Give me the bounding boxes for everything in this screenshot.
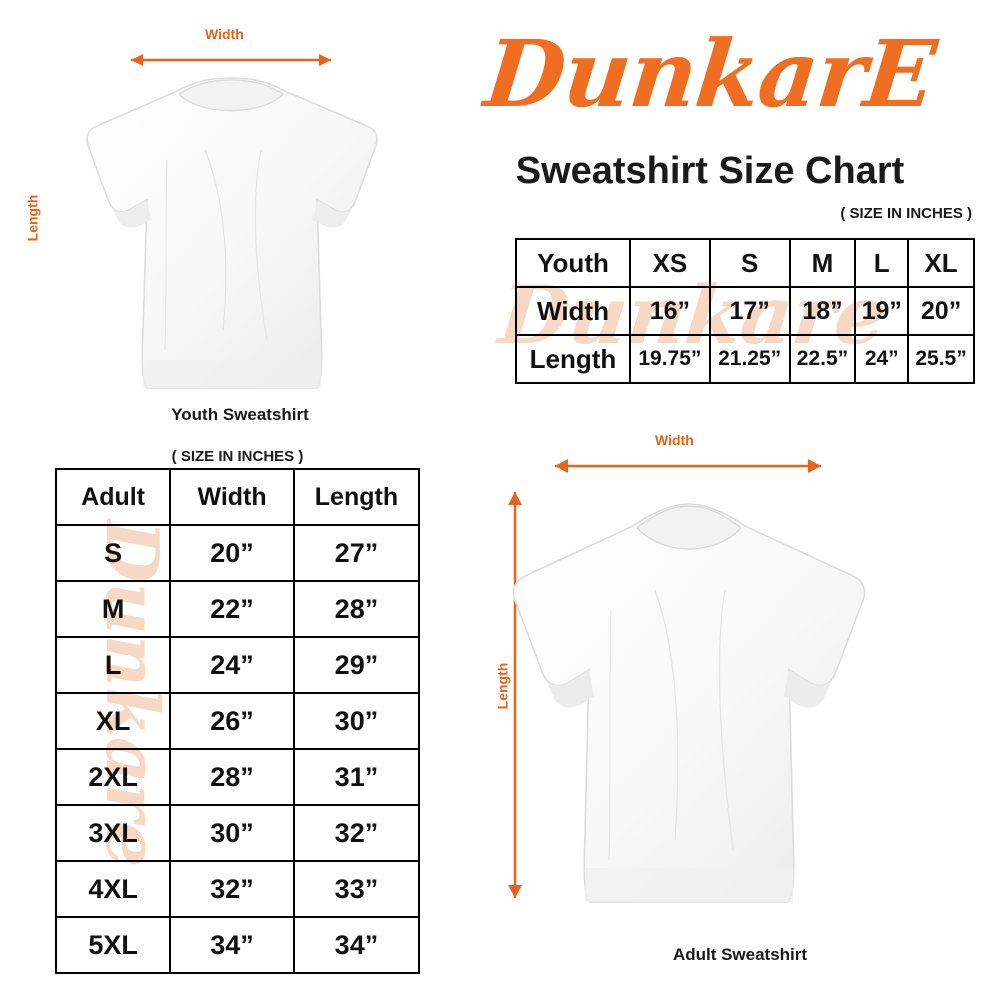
youth-width-s: 17” — [708, 286, 791, 336]
adult-length-s: 27” — [292, 524, 421, 582]
youth-size-table: Youth XS S M L XL Width 16” 17” 18” 19” … — [515, 238, 975, 384]
youth-size-s: S — [708, 238, 791, 288]
adult-size-2xl: 2XL — [54, 748, 172, 806]
youth-sweatshirt-illustration: Width Length — [24, 26, 415, 430]
adult-sweatshirt-illustration: Width Length — [494, 430, 975, 940]
adult-width-5xl: 34” — [169, 916, 295, 974]
adult-size-m: M — [54, 580, 172, 638]
table-row: Adult Width Length — [54, 468, 421, 526]
adult-length-xl: 30” — [292, 692, 421, 750]
adult-width-xl: 26” — [169, 692, 295, 750]
youth-length-l: 24” — [854, 334, 910, 384]
page-title: Sweatshirt Size Chart — [515, 150, 905, 192]
brand-logo: DunkarE — [430, 20, 990, 143]
table-row: 4XL 32” 33” — [54, 860, 421, 918]
adult-length-4xl: 33” — [292, 860, 421, 918]
youth-width-xl: 20” — [907, 286, 975, 336]
youth-length-xl: 25.5” — [907, 334, 975, 384]
adult-size-s: S — [54, 524, 172, 582]
adult-width-m: 22” — [169, 580, 295, 638]
adult-width-l: 24” — [169, 636, 295, 694]
adult-col-length: Length — [292, 468, 421, 526]
adult-width-2xl: 28” — [169, 748, 295, 806]
youth-row-header: Youth — [515, 238, 631, 288]
adult-width-4xl: 32” — [169, 860, 295, 918]
table-row: L 24” 29” — [54, 636, 421, 694]
adult-length-m: 28” — [292, 580, 421, 638]
table-row: Youth XS S M L XL — [515, 238, 975, 288]
adult-size-xl: XL — [54, 692, 172, 750]
table-row: 3XL 30” 32” — [54, 804, 421, 862]
adult-size-5xl: 5XL — [54, 916, 172, 974]
table-row: M 22” 28” — [54, 580, 421, 638]
brand-name: DunkarE — [480, 20, 940, 128]
adult-units-note: ( SIZE IN INCHES ) — [171, 448, 304, 465]
youth-size-xl: XL — [907, 238, 975, 288]
adult-col-width: Width — [169, 468, 295, 526]
table-row: Length 19.75” 21.25” 22.5” 24” 25.5” — [515, 334, 975, 384]
youth-width-l: 19” — [854, 286, 910, 336]
adult-length-5xl: 34” — [292, 916, 421, 974]
youth-sweatshirt-label: Youth Sweatshirt — [171, 405, 309, 424]
youth-length-arrow-label: Length — [24, 194, 41, 242]
adult-length-arrow-label: Length — [494, 662, 511, 710]
adult-width-3xl: 30” — [169, 804, 295, 862]
youth-width-arrow-label: Width — [205, 26, 244, 42]
adult-size-4xl: 4XL — [54, 860, 172, 918]
adult-col-size: Adult — [54, 468, 172, 526]
adult-width-arrow-label: Width — [655, 432, 694, 448]
adult-length-2xl: 31” — [292, 748, 421, 806]
table-row: S 20” 27” — [54, 524, 421, 582]
adult-size-table: Adult Width Length S 20” 27” M 22” 28” L… — [54, 468, 421, 974]
adult-size-l: L — [54, 636, 172, 694]
youth-length-m: 22.5” — [788, 334, 857, 384]
youth-size-xs: XS — [629, 238, 711, 288]
youth-size-m: M — [788, 238, 857, 288]
table-row: XL 26” 30” — [54, 692, 421, 750]
adult-width-s: 20” — [169, 524, 295, 582]
youth-length-s: 21.25” — [708, 334, 791, 384]
table-row: 5XL 34” 34” — [54, 916, 421, 974]
adult-length-l: 29” — [292, 636, 421, 694]
youth-length-xs: 19.75” — [629, 334, 711, 384]
adult-length-3xl: 32” — [292, 804, 421, 862]
youth-size-l: L — [854, 238, 910, 288]
youth-width-xs: 16” — [629, 286, 711, 336]
adult-size-3xl: 3XL — [54, 804, 172, 862]
adult-sweatshirt-label: Adult Sweatshirt — [672, 945, 808, 964]
youth-width-m: 18” — [788, 286, 857, 336]
youth-length-header: Length — [515, 334, 631, 384]
youth-units-note: ( SIZE IN INCHES ) — [840, 205, 972, 222]
table-row: 2XL 28” 31” — [54, 748, 421, 806]
table-row: Width 16” 17” 18” 19” 20” — [515, 286, 975, 336]
youth-width-header: Width — [515, 286, 631, 336]
